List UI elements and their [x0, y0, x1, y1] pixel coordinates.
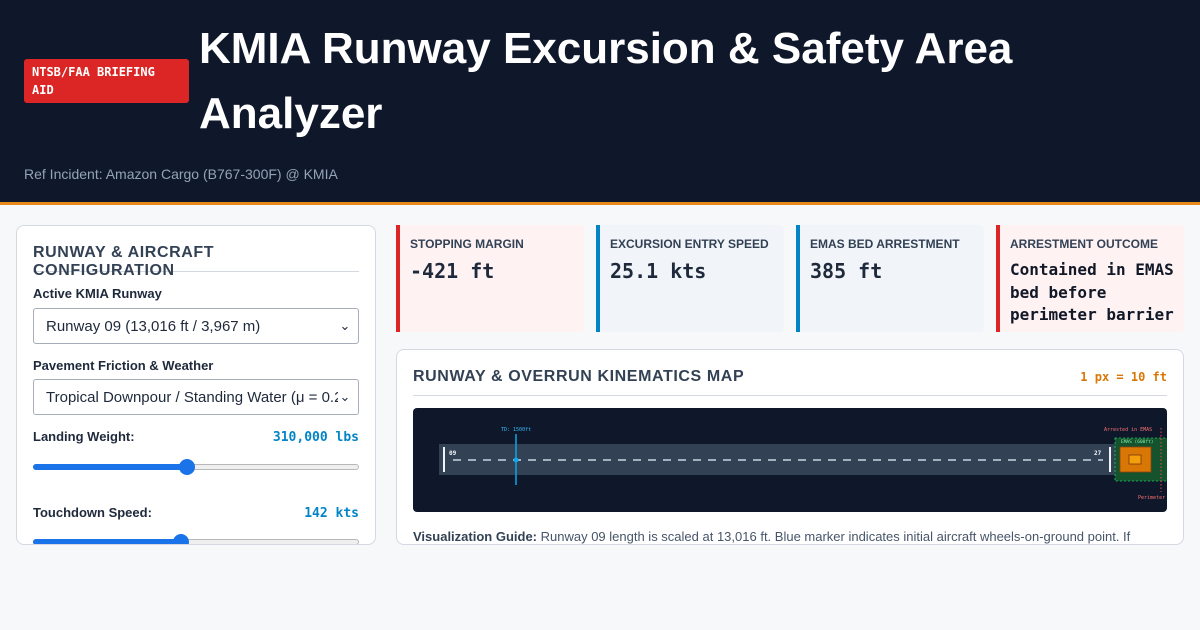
runway-select-value: Runway 09 (13,016 ft / 3,967 m) [46, 318, 261, 335]
configuration-panel-title: RUNWAY & AIRCRAFT CONFIGURATION [33, 244, 359, 279]
emas-arrestment-card: EMAS BED ARRESTMENT 385 ft [796, 225, 984, 332]
stopping-margin-card: STOPPING MARGIN -421 ft [396, 225, 584, 332]
outcome-line: Contained in EMAS [1010, 260, 1174, 279]
speed-value-readout: 142 kts [304, 506, 359, 521]
emas-bed-label: EMAS (600ft) [1121, 439, 1154, 445]
runway-number-27: 27 [1094, 450, 1102, 457]
kinematics-map-panel: RUNWAY & OVERRUN KINEMATICS MAP 1 px = 1… [396, 349, 1184, 545]
touchdown-point [513, 457, 519, 463]
aircraft-fuselage [1128, 454, 1142, 465]
slider-thumb[interactable] [173, 534, 189, 544]
header-bar: NTSB/FAA BRIEFING AID KMIA Runway Excurs… [0, 0, 1200, 205]
runway-select[interactable]: Runway 09 (13,016 ft / 3,967 m) ⌄ [33, 308, 359, 344]
runway-map-canvas: 09 27 TD: 1500ft EMAS (600ft) Arrested i… [413, 408, 1167, 512]
touchdown-speed-slider[interactable] [33, 532, 359, 544]
runway-number-09: 09 [449, 450, 457, 457]
page-subtitle: Ref Incident: Amazon Cargo (B767-300F) @… [24, 166, 338, 182]
metric-label: ARRESTMENT OUTCOME [1010, 237, 1158, 251]
metric-label: EXCURSION ENTRY SPEED [610, 237, 769, 251]
friction-select-value: Tropical Downpour / Standing Water (μ = … [46, 389, 351, 406]
guide-heading: Visualization Guide: [413, 529, 538, 544]
friction-field-label: Pavement Friction & Weather [33, 358, 214, 373]
slider-fill [33, 539, 181, 544]
runway-pavement [439, 444, 1115, 475]
weight-value-readout: 310,000 lbs [272, 430, 359, 445]
metric-value: 25.1 kts [610, 259, 707, 283]
arrestment-outcome-card: ARRESTMENT OUTCOME Contained in EMAS bed… [996, 225, 1184, 332]
metric-value: 385 ft [810, 259, 883, 283]
metric-label: EMAS BED ARRESTMENT [810, 237, 960, 251]
guide-text: Runway 09 length is scaled at 13,016 ft.… [537, 529, 1131, 544]
visualization-guide: Visualization Guide: Runway 09 length is… [413, 529, 1167, 544]
briefing-badge: NTSB/FAA BRIEFING AID [24, 59, 189, 103]
chevron-down-icon: ⌄ [339, 318, 351, 333]
weight-field-label: Landing Weight: [33, 429, 135, 444]
runway-field-label: Active KMIA Runway [33, 286, 162, 301]
arrest-status-label: Arrested in EMAS [1104, 427, 1152, 433]
outcome-line: bed before [1010, 282, 1107, 302]
landing-weight-slider[interactable] [33, 457, 359, 477]
speed-field-label: Touchdown Speed: [33, 505, 152, 520]
perimeter-label: Perimeter [1138, 495, 1165, 501]
page-title: KMIA Runway Excursion & Safety Area Anal… [199, 24, 1013, 138]
outcome-line: perimeter barrier [1010, 305, 1174, 324]
map-scale-label: 1 px = 10 ft [1080, 370, 1167, 384]
excursion-speed-card: EXCURSION ENTRY SPEED 25.1 kts [596, 225, 784, 332]
metric-value: -421 ft [410, 259, 495, 283]
friction-select[interactable]: Tropical Downpour / Standing Water (μ = … [33, 379, 359, 415]
chevron-down-icon: ⌄ [338, 389, 352, 404]
slider-thumb[interactable] [179, 459, 195, 475]
configuration-panel: RUNWAY & AIRCRAFT CONFIGURATION Active K… [16, 225, 376, 545]
slider-fill [33, 464, 187, 470]
metric-label: STOPPING MARGIN [410, 237, 524, 251]
map-panel-title: RUNWAY & OVERRUN KINEMATICS MAP [413, 368, 1167, 396]
touchdown-label: TD: 1500ft [501, 427, 531, 433]
